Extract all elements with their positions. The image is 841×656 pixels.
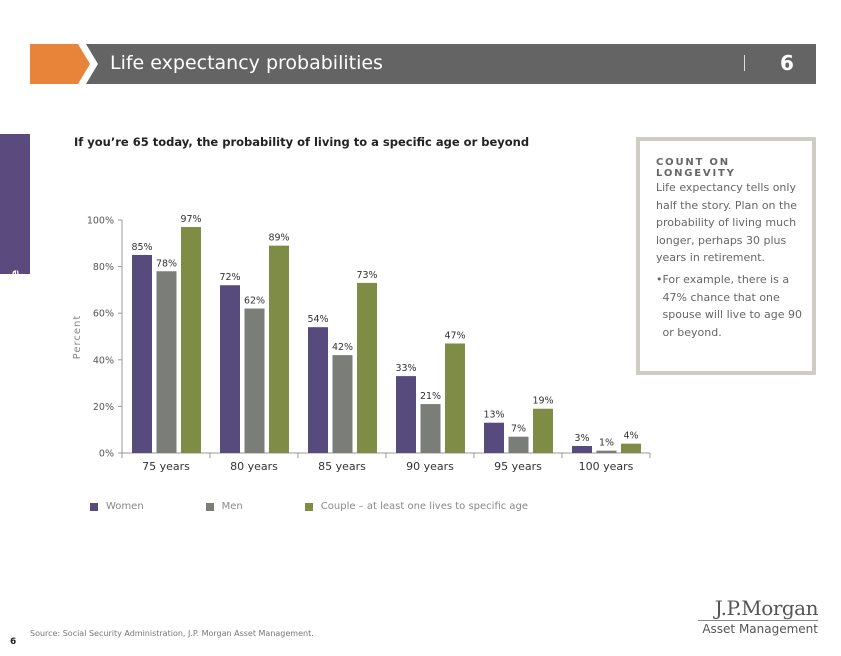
- footer-page-number: 6: [10, 637, 17, 647]
- y-tick-label: 100%: [87, 216, 114, 227]
- y-tick-label: 40%: [93, 355, 114, 366]
- y-axis-label: Percent: [72, 315, 83, 360]
- bar: [156, 271, 177, 453]
- header-page-number: 6: [780, 51, 794, 75]
- data-label: 19%: [532, 396, 553, 407]
- chart-legend: Women Men Couple – at least one lives to…: [90, 501, 550, 512]
- header-accent: [30, 44, 90, 84]
- bar: [220, 285, 240, 453]
- bar: [181, 226, 201, 453]
- callout-heading: COUNT ON LONGEVITY: [656, 157, 736, 179]
- source-note: Source: Social Security Administration, …: [30, 629, 314, 638]
- data-label: 7%: [511, 424, 526, 435]
- legend-label: Women: [106, 501, 144, 512]
- data-label: 54%: [307, 314, 328, 325]
- data-label: 89%: [268, 233, 289, 244]
- bar: [533, 408, 553, 453]
- data-label: 33%: [395, 363, 416, 374]
- bar: [445, 343, 465, 453]
- data-label: 97%: [180, 214, 201, 225]
- x-tick-label: 75 years: [142, 460, 190, 473]
- jpmorgan-logo: J.P.Morgan Asset Management: [698, 596, 819, 636]
- legend-swatch: [304, 502, 313, 511]
- chart-title: If you’re 65 today, the probability of l…: [74, 135, 530, 149]
- bar: [269, 245, 289, 453]
- data-label: 42%: [332, 342, 353, 353]
- callout-bullet: • For example, there is a 47% chance that…: [656, 271, 806, 341]
- header-divider: [744, 55, 745, 71]
- data-label: 85%: [131, 242, 152, 253]
- bar: [332, 355, 353, 453]
- callout-box: COUNT ON LONGEVITY Life expectancy tells…: [636, 137, 816, 375]
- x-tick-label: 100 years: [579, 460, 634, 473]
- y-tick-label: 20%: [93, 402, 114, 413]
- callout-bullet-text: For example, there is a 47% chance that …: [662, 273, 802, 339]
- x-tick-label: 85 years: [318, 460, 366, 473]
- x-tick-label: 80 years: [230, 460, 278, 473]
- logo-subtitle: Asset Management: [698, 620, 818, 636]
- data-label: 21%: [420, 391, 441, 402]
- data-label: 62%: [244, 296, 265, 307]
- legend-item-women: Women: [90, 501, 184, 512]
- bar: [484, 422, 504, 453]
- bullet-icon: •: [656, 273, 663, 286]
- y-tick-label: 60%: [93, 309, 114, 320]
- legend-label: Men: [221, 501, 243, 512]
- section-tab[interactable]: Retirement landscape: [0, 134, 30, 406]
- data-label: 3%: [574, 433, 589, 444]
- data-label: 78%: [156, 258, 177, 269]
- callout-body: Life expectancy tells only half the stor…: [656, 181, 798, 264]
- bar: [244, 308, 265, 453]
- data-label: 1%: [599, 438, 614, 449]
- legend-item-couple: Couple – at least one lives to specific …: [304, 501, 529, 512]
- bar: [508, 436, 529, 453]
- bar: [132, 254, 152, 453]
- bar: [420, 404, 441, 453]
- data-label: 72%: [219, 272, 240, 283]
- header-bar: [86, 44, 816, 84]
- logo-wordmark: J.P.Morgan: [714, 596, 819, 620]
- legend-swatch: [90, 502, 98, 511]
- bar: [396, 376, 416, 453]
- legend-swatch: [205, 502, 214, 511]
- data-label: 73%: [356, 270, 377, 281]
- bar: [621, 443, 641, 453]
- x-tick-label: 90 years: [406, 460, 454, 473]
- y-tick-label: 80%: [93, 262, 114, 273]
- bar: [572, 446, 592, 453]
- bar: [308, 327, 328, 453]
- bar: [357, 282, 377, 453]
- data-label: 47%: [444, 330, 465, 341]
- x-tick-label: 95 years: [494, 460, 542, 473]
- bar: [596, 450, 617, 453]
- page-title: Life expectancy probabilities: [110, 52, 383, 74]
- legend-label: Couple – at least one lives to specific …: [320, 501, 529, 512]
- legend-item-men: Men: [205, 501, 283, 512]
- y-tick-label: 0%: [99, 449, 114, 460]
- data-label: 13%: [483, 410, 504, 421]
- data-label: 4%: [623, 431, 638, 442]
